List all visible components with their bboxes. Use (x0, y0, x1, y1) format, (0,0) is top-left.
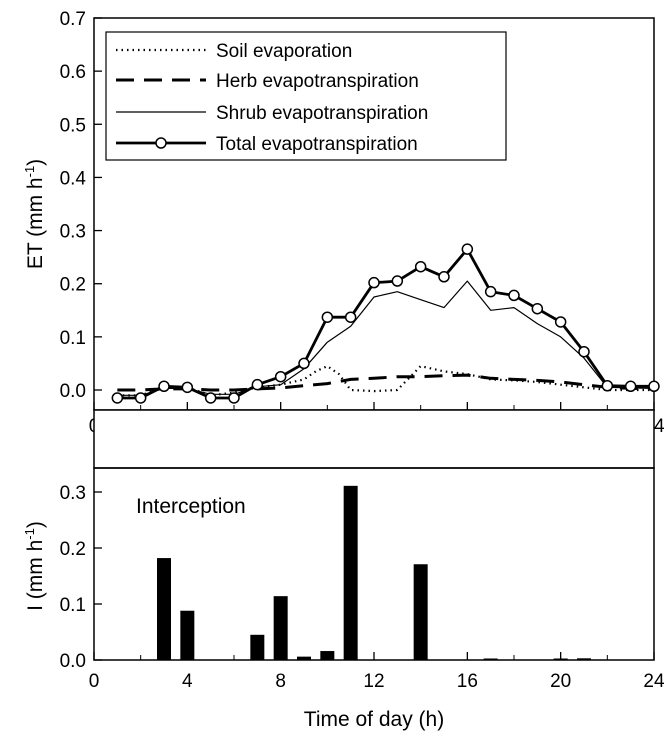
total-point (344, 311, 357, 323)
legend-label-total: Total evapotranspiration (216, 134, 418, 155)
et-y-ticks: 0.0 0.1 0.2 0.3 0.4 0.5 0.6 0.7 (60, 9, 102, 402)
interception-bar (320, 651, 335, 660)
total-point (111, 392, 124, 404)
total-point (321, 311, 334, 323)
total-point (648, 380, 660, 393)
interception-bar (297, 656, 311, 660)
total-point (251, 378, 264, 391)
total-point (181, 381, 194, 394)
series-line-thick-markers (117, 247, 654, 400)
total-point (134, 392, 147, 404)
legend: Soil evaporation Herb evapotranspiration… (105, 31, 507, 161)
et-y-tick-label: 0.1 (60, 328, 86, 349)
axis-break-frame (93, 409, 655, 469)
i-y-tick-label: 0.1 (60, 595, 86, 616)
i-x-tick-label: 8 (275, 671, 286, 692)
i-x-tick-label: 4 (182, 671, 193, 692)
i-x-tick-label: 12 (363, 671, 384, 692)
total-point (298, 357, 310, 370)
i-x-ticks: 0 4 8 12 16 20 24 (89, 652, 664, 692)
et-y-axis-label-close: ) (24, 159, 47, 166)
interception-bar (577, 658, 591, 660)
axis-break-band (93, 409, 655, 469)
et-y-axis-label-main: ET (mm h (24, 177, 47, 269)
total-point (204, 392, 217, 404)
total-point (438, 271, 450, 283)
legend-entry-total: Total evapotranspiration (116, 134, 418, 155)
legend-label-shrub: Shrub evapotranspiration (216, 103, 428, 124)
et-y-tick-label: 0.4 (60, 168, 87, 189)
interception-panel: 0.0 0.1 0.2 0.3 0 4 8 12 16 20 24 Interception I … (22, 467, 664, 731)
et-y-tick-label: 0.6 (60, 62, 86, 83)
total-point (601, 379, 614, 392)
total-point (274, 370, 287, 383)
legend-label-soil: Soil evaporation (216, 41, 352, 62)
total-point (228, 392, 240, 404)
legend-entry-herb: Herb evapotranspiration (116, 71, 419, 92)
total-point (484, 285, 497, 298)
interception-bar (250, 634, 265, 660)
total-point (391, 275, 404, 287)
total-point (554, 316, 567, 328)
legend-entry-shrub: Shrub evapotranspiration (116, 103, 428, 124)
legend-label-herb: Herb evapotranspiration (216, 71, 419, 92)
i-y-axis-label-main: I (mm h (24, 540, 47, 611)
et-y-tick-label: 0.3 (60, 222, 86, 243)
et-y-axis-label-sup: -1 (22, 166, 37, 178)
total-point (158, 380, 170, 393)
i-bars-layer (157, 485, 591, 660)
total-point (578, 345, 590, 358)
i-x-tick-label: 20 (550, 671, 571, 692)
et-series-layer (111, 243, 660, 404)
series-line-thin (117, 280, 655, 396)
total-point (414, 260, 427, 273)
total-point (461, 243, 474, 255)
interception-bar (180, 610, 195, 660)
series-line-dashed (117, 373, 655, 392)
interception-bar (343, 485, 358, 660)
legend-entry-soil: Soil evaporation (116, 41, 352, 62)
legend-marker-total (155, 137, 167, 149)
i-y-tick-label: 0.0 (60, 651, 86, 672)
interception-bar (553, 658, 568, 660)
i-x-tick-label: 16 (457, 671, 478, 692)
total-point (531, 302, 544, 315)
i-x-tick-label: 0 (89, 671, 100, 692)
et-y-axis-label: ET (mm h-1) (22, 159, 47, 269)
i-y-ticks: 0.0 0.1 0.2 0.3 (60, 483, 102, 672)
et-y-tick-label: 0.5 (60, 115, 86, 136)
interception-bar (483, 658, 498, 660)
i-y-tick-label: 0.3 (60, 483, 86, 504)
legend-box (105, 31, 507, 161)
i-y-tick-label: 0.2 (60, 539, 86, 560)
total-point (624, 380, 637, 393)
i-x-tick-label: 24 (643, 671, 664, 692)
i-y-axis-label-sup: -1 (22, 528, 37, 540)
et-y-tick-label: 0.7 (60, 9, 86, 30)
interception-bar (413, 564, 428, 660)
i-y-axis-label: I (mm h-1) (22, 521, 47, 611)
interception-annotation: Interception (136, 495, 246, 518)
x-axis-label: Time of day (h) (304, 708, 444, 731)
interception-bar (273, 596, 288, 660)
et-y-tick-label: 0.0 (60, 381, 86, 402)
total-point (508, 289, 520, 302)
total-point (368, 276, 380, 289)
i-y-axis-label-close: ) (24, 521, 47, 528)
et-y-tick-label: 0.2 (60, 275, 86, 296)
interception-bar (157, 558, 171, 660)
